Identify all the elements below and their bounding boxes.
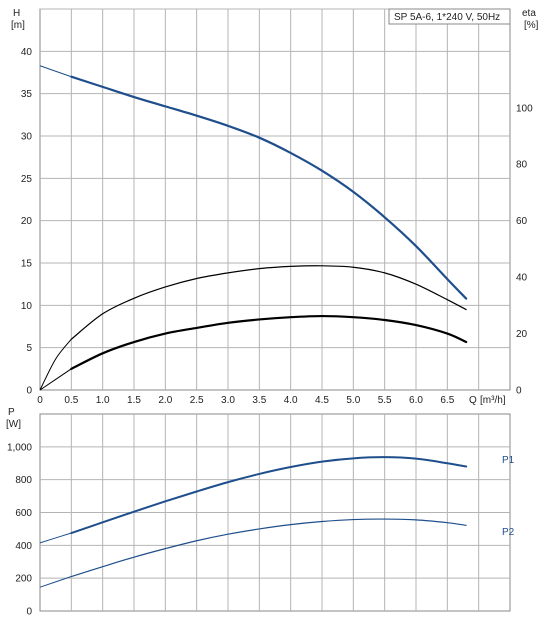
legend-box: [388, 8, 511, 25]
p2-curve: [70, 518, 467, 578]
efficiency-curve-upper-extrapolated: [39, 338, 72, 391]
x-tick-label: 6.0: [409, 395, 423, 406]
top-curves: [39, 65, 468, 391]
x-tick-label: 0.5: [64, 395, 78, 406]
top-y2-tick-label: 80: [516, 160, 528, 171]
top-y-tick-label: 20: [21, 216, 33, 227]
top-y2-axis-unit: [%]: [524, 20, 539, 31]
x-tick-label: 1.0: [96, 395, 110, 406]
top-y2-axis-label: eta: [522, 8, 536, 19]
bottom-y-tick-label: 0: [26, 607, 32, 618]
x-tick-label: 2.5: [190, 395, 204, 406]
top-plot-area: [39, 8, 511, 391]
top-y-tick-label: 30: [21, 132, 33, 143]
bottom-tick-labels: 0 200 400 600 800 1,000: [7, 442, 32, 617]
x-tick-label: 2.0: [158, 395, 172, 406]
bottom-y-tick-label: 800: [15, 475, 32, 486]
bottom-y-axis-label: P: [8, 407, 15, 418]
x-tick-label: 3.5: [252, 395, 266, 406]
head-curve-extrapolated: [39, 65, 72, 78]
x-axis-unit: [m³/h]: [480, 395, 506, 406]
legend-text: SP 5A-6, 1*240 V, 50Hz: [394, 12, 500, 23]
top-tick-labels: 0 0.5 1.0 1.5 2.0 2.5 3.0 3.5 4.0 4.5 5.0 5.5 6.0 6.5…: [21, 47, 533, 406]
top-y-axis-label: H: [13, 8, 20, 19]
top-y-tick-label: 0: [26, 386, 32, 397]
efficiency-curve-upper: [70, 265, 467, 340]
x-tick-label: 6.5: [440, 395, 454, 406]
x-tick-label: 4.5: [315, 395, 329, 406]
head-curve: [70, 75, 468, 300]
bottom-y-tick-label: 400: [15, 541, 32, 552]
top-y-tick-label: 5: [26, 343, 32, 354]
p2-curve-label: P2: [502, 527, 515, 538]
x-tick-label: 5.5: [378, 395, 392, 406]
top-y2-tick-label: 60: [516, 216, 528, 227]
top-y-tick-label: 35: [21, 89, 33, 100]
x-axis-label: Q: [469, 395, 477, 406]
top-y2-tick-label: 100: [516, 103, 533, 114]
top-y2-tick-label: 0: [516, 386, 522, 397]
p1-curve-extrapolated: [39, 532, 72, 544]
top-y-axis-unit: [m]: [11, 20, 25, 31]
head-efficiency-panel: 0 0.5 1.0 1.5 2.0 2.5 3.0 3.5 4.0 4.5 5.0 5.5 6.0 6.5…: [11, 8, 539, 406]
top-y2-tick-label: 20: [516, 329, 528, 340]
x-tick-label: 5.0: [346, 395, 360, 406]
power-panel: 0 200 400 600 800 1,000 P [W] P1 P2: [6, 407, 515, 618]
x-tick-label: 0: [37, 395, 43, 406]
bottom-y-tick-label: 1,000: [7, 442, 32, 453]
top-y-tick-label: 25: [21, 174, 33, 185]
top-y-tick-label: 10: [21, 301, 33, 312]
top-y2-tick-label: 40: [516, 273, 528, 284]
top-y-tick-label: 40: [21, 47, 33, 58]
top-y-tick-label: 15: [21, 259, 33, 270]
p2-curve-extrapolated: [39, 576, 72, 588]
bottom-y-tick-label: 200: [15, 574, 32, 585]
bottom-grid: [40, 414, 510, 611]
bottom-curves: [39, 456, 468, 588]
bottom-y-tick-label: 600: [15, 508, 32, 519]
efficiency-curve-lower-extrapolated: [39, 368, 72, 391]
efficiency-curve-lower: [70, 314, 468, 370]
bottom-y-axis-unit: [W]: [6, 419, 21, 430]
x-tick-label: 4.0: [284, 395, 298, 406]
x-tick-label: 1.5: [127, 395, 141, 406]
p1-curve: [70, 456, 468, 535]
p1-curve-label: P1: [502, 455, 515, 466]
x-tick-label: 3.0: [221, 395, 235, 406]
